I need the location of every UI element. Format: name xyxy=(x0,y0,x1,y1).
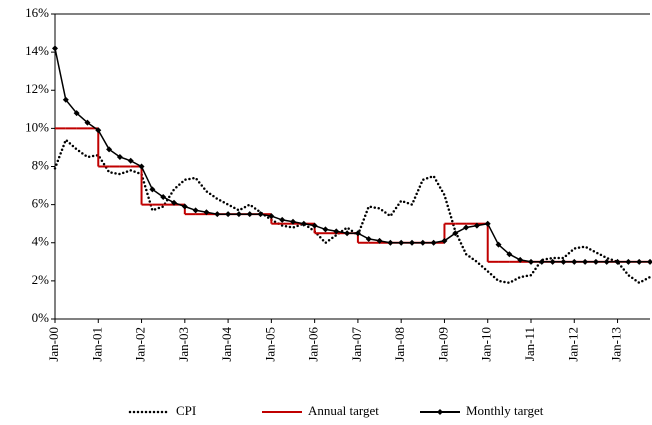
point-marker xyxy=(549,258,556,265)
point-marker xyxy=(84,119,91,126)
legend-label: Monthly target xyxy=(466,403,544,418)
point-marker xyxy=(268,213,275,220)
point-marker xyxy=(225,211,232,218)
x-tick-label: Jan-06 xyxy=(306,327,321,362)
y-tick-label: 10% xyxy=(25,119,49,134)
x-tick-label: Jan-00 xyxy=(46,327,61,362)
point-marker xyxy=(452,230,459,237)
y-tick-label: 4% xyxy=(32,234,50,249)
x-tick-label: Jan-04 xyxy=(219,327,234,362)
legend-marker xyxy=(437,409,443,415)
x-tick-label: Jan-10 xyxy=(479,327,494,362)
point-marker xyxy=(376,237,383,244)
point-marker xyxy=(160,194,167,200)
point-marker xyxy=(192,207,199,214)
x-tick-label: Jan-09 xyxy=(435,327,450,362)
point-marker xyxy=(473,222,480,229)
point-marker xyxy=(365,235,372,242)
point-marker xyxy=(95,127,102,134)
point-marker xyxy=(603,258,610,265)
point-marker xyxy=(290,218,296,225)
point-marker xyxy=(181,203,188,210)
point-marker xyxy=(441,237,448,244)
point-marker xyxy=(517,256,524,263)
legend-label: CPI xyxy=(176,403,196,418)
point-marker xyxy=(528,258,534,265)
x-tick-label: Jan-02 xyxy=(133,327,148,362)
y-tick-label: 8% xyxy=(32,157,50,172)
point-marker xyxy=(430,239,437,246)
y-tick-label: 6% xyxy=(32,196,50,211)
point-marker xyxy=(246,211,253,218)
point-marker xyxy=(344,230,351,237)
point-marker xyxy=(463,224,470,231)
point-marker xyxy=(495,241,502,248)
point-marker xyxy=(571,258,578,265)
x-tick-label: Jan-08 xyxy=(392,327,407,362)
x-tick-label: Jan-11 xyxy=(522,327,537,361)
point-marker xyxy=(235,211,242,218)
point-marker xyxy=(52,45,58,52)
point-marker xyxy=(333,228,340,235)
point-marker xyxy=(116,153,123,160)
y-tick-label: 12% xyxy=(25,81,49,96)
point-marker xyxy=(506,251,513,258)
point-marker xyxy=(311,222,318,229)
point-marker xyxy=(127,157,134,164)
y-tick-label: 16% xyxy=(25,5,49,20)
point-marker xyxy=(614,258,621,265)
point-marker xyxy=(647,258,652,265)
point-marker xyxy=(138,163,145,170)
series-line xyxy=(54,48,650,263)
point-marker xyxy=(387,239,394,246)
legend-label: Annual target xyxy=(308,403,379,418)
point-marker xyxy=(409,239,415,246)
point-marker xyxy=(354,230,361,237)
point-marker xyxy=(300,220,307,227)
point-marker xyxy=(484,220,491,227)
y-tick-label: 2% xyxy=(32,272,50,287)
point-marker xyxy=(203,209,210,216)
point-marker xyxy=(625,258,632,265)
point-marker xyxy=(592,258,599,265)
point-marker xyxy=(322,226,329,233)
x-tick-label: Jan-07 xyxy=(349,327,364,362)
x-tick-label: Jan-13 xyxy=(609,327,624,362)
x-tick-label: Jan-05 xyxy=(262,327,277,362)
point-marker xyxy=(560,258,567,265)
series-line xyxy=(53,137,652,285)
x-tick-label: Jan-03 xyxy=(176,327,191,362)
y-tick-label: 14% xyxy=(25,43,49,58)
point-marker xyxy=(62,96,69,103)
point-marker xyxy=(636,258,643,265)
point-marker xyxy=(106,146,113,153)
point-marker xyxy=(171,199,177,206)
point-marker xyxy=(73,110,80,117)
point-marker xyxy=(419,239,426,246)
x-tick-label: Jan-01 xyxy=(89,327,104,362)
point-marker xyxy=(582,258,589,265)
point-marker xyxy=(538,258,545,265)
y-tick-label: 0% xyxy=(32,310,50,325)
point-marker xyxy=(279,216,286,223)
point-marker xyxy=(257,211,264,218)
point-marker xyxy=(214,211,221,218)
x-tick-label: Jan-12 xyxy=(565,327,580,362)
point-marker xyxy=(398,239,405,246)
point-marker xyxy=(149,186,156,193)
